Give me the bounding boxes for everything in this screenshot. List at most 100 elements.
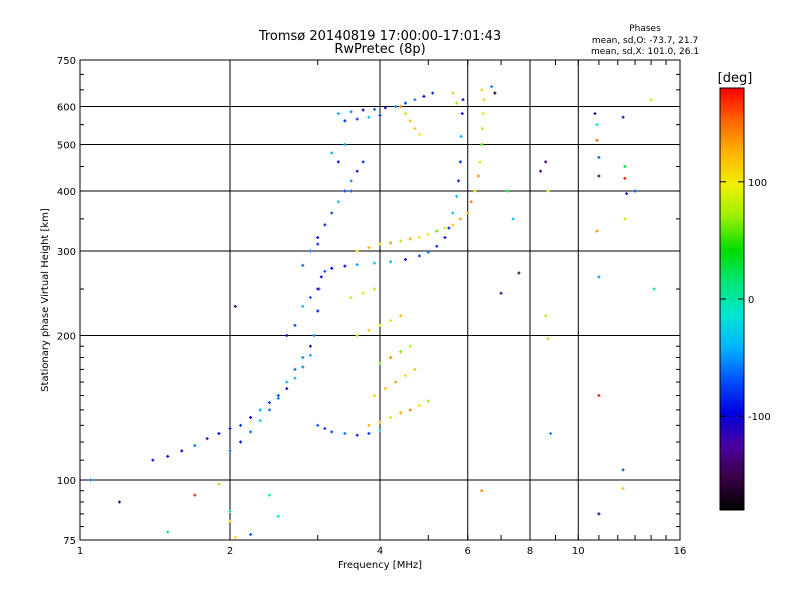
data-point (233, 535, 237, 539)
data-point (367, 328, 371, 332)
data-point (316, 287, 320, 291)
data-point (413, 367, 417, 371)
data-point (383, 387, 387, 391)
data-point (649, 98, 653, 102)
data-point (349, 179, 353, 183)
data-point (355, 433, 359, 437)
data-point (193, 493, 197, 497)
data-point (451, 223, 455, 227)
data-point (597, 394, 601, 398)
data-point (349, 296, 353, 300)
data-point (417, 236, 421, 240)
data-point (389, 415, 393, 419)
data-point (355, 249, 359, 253)
data-point (166, 530, 170, 534)
data-point (285, 387, 289, 391)
y-tick-label: 750 (57, 56, 76, 67)
data-point (426, 232, 430, 236)
x-tick-label: 8 (527, 546, 533, 557)
data-point (343, 264, 347, 268)
data-point (361, 291, 365, 295)
data-point (308, 249, 312, 253)
data-point (373, 394, 377, 398)
data-point (480, 126, 484, 130)
phase-info-title: Phases (629, 24, 661, 34)
data-point (276, 394, 280, 398)
colorbar-tick-label: 0 (748, 295, 754, 306)
data-point (378, 242, 382, 246)
colorbar-ticks: 100 0 -100 (720, 178, 771, 423)
data-point (349, 110, 353, 114)
data-point (228, 519, 232, 523)
y-tick-label: 400 (57, 187, 76, 198)
data-point (621, 487, 625, 491)
data-point (473, 189, 477, 193)
data-point (233, 304, 237, 308)
data-point (403, 258, 407, 262)
data-point (343, 189, 347, 193)
data-point (276, 514, 280, 518)
data-point (597, 275, 601, 279)
data-point (293, 376, 297, 380)
data-point (546, 189, 550, 193)
data-point (228, 509, 232, 513)
data-point (417, 132, 421, 136)
data-point (205, 437, 209, 441)
x-axis-ticks: 1 2 4 6 8 10 16 (77, 60, 686, 557)
data-point (413, 98, 417, 102)
data-point (308, 344, 312, 348)
data-point (399, 314, 403, 318)
data-point (301, 365, 305, 369)
data-point (330, 211, 334, 215)
x-tick-label: 4 (377, 546, 383, 557)
scatter-points (89, 85, 656, 539)
data-point (505, 189, 509, 193)
data-point (546, 337, 550, 341)
data-point (367, 246, 371, 250)
data-point (361, 160, 365, 164)
data-point (355, 169, 359, 173)
data-point (403, 101, 407, 105)
data-point (544, 160, 548, 164)
data-point (466, 211, 470, 215)
data-point (593, 112, 597, 116)
data-point (461, 98, 465, 102)
data-point (89, 478, 93, 482)
data-point (228, 449, 232, 453)
data-point (399, 350, 403, 354)
data-point (378, 420, 382, 424)
data-point (367, 423, 371, 427)
data-point (180, 449, 184, 453)
data-point (482, 98, 486, 102)
data-point (378, 361, 382, 365)
data-point (249, 430, 253, 434)
data-point (455, 194, 459, 198)
data-point (458, 217, 462, 221)
data-point (595, 138, 599, 142)
data-point (408, 408, 412, 412)
chart-subtitle: RwPretec (8p) (334, 42, 425, 57)
data-point (285, 380, 289, 384)
data-point (652, 287, 656, 291)
data-point (394, 380, 398, 384)
data-point (301, 263, 305, 267)
data-point (249, 415, 253, 419)
y-tick-label: 300 (57, 247, 76, 258)
data-point (623, 164, 627, 168)
data-point (367, 432, 371, 436)
data-point (301, 304, 305, 308)
data-point (389, 241, 393, 245)
data-point (623, 176, 627, 180)
data-point (597, 512, 601, 516)
data-point (217, 432, 221, 436)
data-point (308, 296, 312, 300)
grid-lines (80, 60, 680, 540)
data-point (480, 143, 484, 147)
data-point (349, 189, 353, 193)
data-point (378, 323, 382, 327)
data-point (117, 500, 121, 504)
data-point (373, 287, 377, 291)
data-point (544, 314, 548, 318)
data-point (267, 401, 271, 405)
